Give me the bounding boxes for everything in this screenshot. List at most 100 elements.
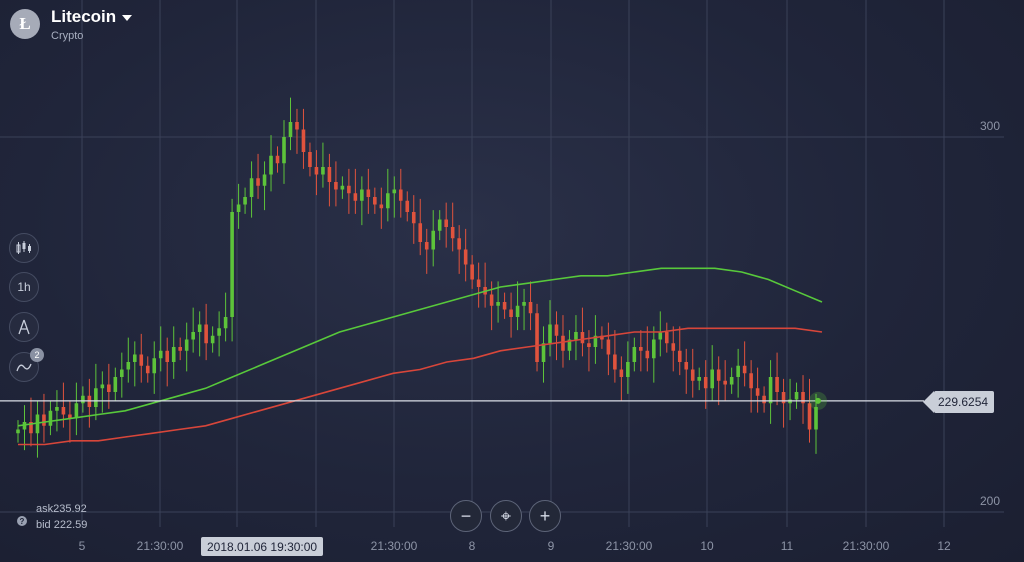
candle-body (405, 200, 410, 212)
candle-body (22, 422, 27, 430)
candle-body (366, 189, 371, 197)
x-tick-label: 5 (79, 539, 86, 553)
help-glyph: ? (19, 516, 25, 526)
candle-body (450, 227, 455, 239)
candle-body (321, 167, 325, 175)
candle-body (684, 362, 689, 370)
candle-body (580, 332, 585, 344)
x-tick-label: 8 (469, 539, 476, 553)
candle-body (379, 204, 384, 209)
x-tick-label: 12 (937, 539, 951, 553)
candle-body (204, 324, 208, 344)
candle-body (626, 362, 630, 377)
caret-down-icon (122, 14, 133, 21)
zoom-in-button[interactable]: + (529, 500, 561, 532)
instrument-selector[interactable]: Litecoin (51, 6, 133, 27)
candle-body (755, 388, 760, 396)
candle-body (619, 369, 624, 377)
candle-body (431, 230, 436, 250)
candle-body (178, 347, 182, 351)
candle-body (444, 219, 448, 227)
x-tick-label: 21:30:00 (137, 539, 184, 553)
zoom-out-button[interactable]: − (450, 500, 482, 532)
candle-body (373, 197, 377, 205)
drawing-tool-icon (18, 319, 30, 335)
crosshair-icon: ⌖ (500, 505, 512, 526)
candle-body (100, 384, 105, 389)
litecoin-logo-icon: Ł (10, 9, 40, 39)
indicators-button[interactable]: 2 (9, 348, 44, 382)
candle-body (600, 335, 604, 340)
candle-body (652, 339, 656, 359)
candle-body (658, 332, 663, 340)
candle-body (347, 185, 351, 194)
candle-body (632, 347, 637, 362)
timeframe-label: 1h (17, 280, 31, 294)
candle-body (593, 335, 598, 347)
candle-body (120, 369, 124, 377)
candle-body (223, 317, 228, 329)
candle-body (690, 369, 695, 381)
candle-body (184, 339, 189, 351)
candle-body (496, 302, 500, 306)
candle-body (613, 354, 617, 370)
crosshair-time-label: 2018.01.06 19:30:00 (201, 537, 324, 556)
drawing-tools-button[interactable] (9, 312, 39, 342)
candle-body (567, 339, 572, 351)
candle-body (152, 358, 157, 374)
candle-body (139, 354, 144, 366)
candle-body (74, 403, 79, 419)
candle-body (749, 373, 753, 389)
candle-body (275, 155, 280, 164)
instrument-title: Litecoin (51, 6, 117, 26)
x-tick-label: 21:30:00 (371, 539, 418, 553)
candle-body (645, 350, 650, 359)
candle-body (256, 178, 260, 186)
center-chart-button[interactable]: ⌖ (490, 500, 522, 532)
candle-body (807, 403, 812, 430)
candle-body (561, 335, 565, 351)
candle-body (489, 294, 494, 306)
timeframe-button[interactable]: 1h (9, 272, 39, 302)
candle-body (171, 347, 176, 362)
plus-icon: + (539, 505, 551, 526)
instrument-category: Crypto (51, 29, 84, 42)
candles-icon (16, 241, 31, 254)
candle-body (814, 407, 818, 430)
candle-body (398, 189, 403, 201)
candle-body (587, 343, 591, 347)
candle-body (262, 174, 267, 186)
y-tick-label: 300 (980, 119, 1000, 133)
x-tick-label: 11 (781, 539, 794, 553)
instrument-header[interactable]: Ł Litecoin Crypto (10, 6, 133, 42)
candle-body (418, 223, 423, 242)
candle-body (677, 350, 682, 362)
candle-body (535, 313, 539, 362)
candle-body (437, 219, 442, 231)
candle-body (107, 384, 111, 392)
candle-body (574, 332, 578, 340)
candle-body (710, 369, 714, 389)
candle-body (697, 377, 702, 381)
candle-body (781, 392, 786, 404)
candle-body (509, 309, 513, 317)
candle-body (476, 279, 481, 287)
candle-body (548, 324, 552, 344)
candle-body (768, 377, 773, 404)
candle-body (334, 182, 338, 190)
candle-body (360, 189, 364, 201)
chart-type-button[interactable] (9, 233, 39, 263)
candle-body (515, 305, 520, 317)
moving-average-slow-line (18, 327, 823, 446)
candle-body (794, 392, 799, 400)
candle-body (230, 212, 234, 317)
help-icon[interactable]: ? (17, 516, 27, 526)
instrument-title-block[interactable]: Litecoin Crypto (51, 6, 133, 42)
candle-body (165, 350, 170, 362)
candle-body (61, 407, 66, 415)
candle-body (68, 414, 72, 419)
candle-body (502, 302, 507, 310)
current-price-dot (815, 397, 821, 404)
